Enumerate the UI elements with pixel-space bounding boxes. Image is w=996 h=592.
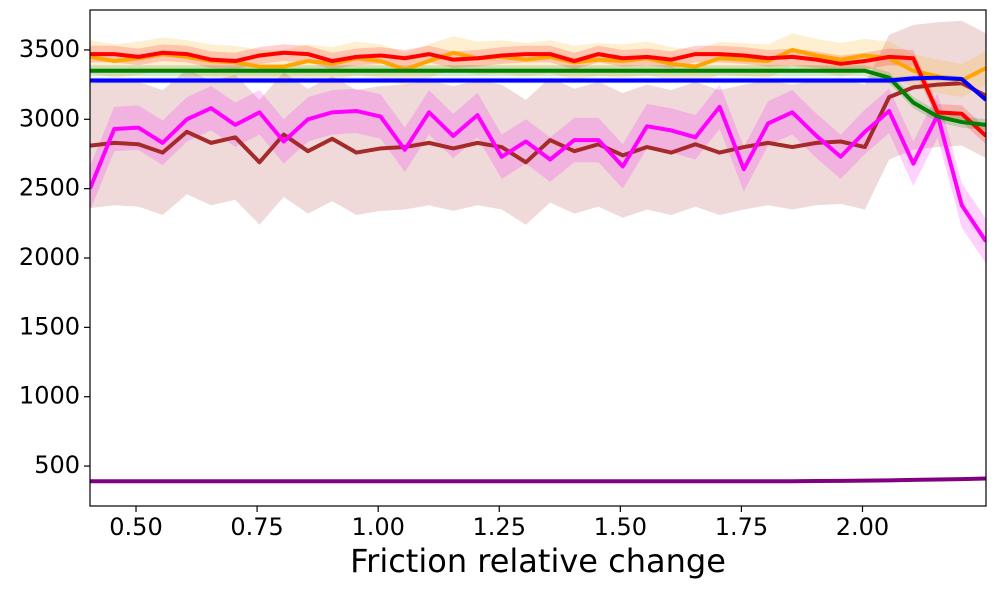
x-tick-label: 1.75 bbox=[715, 513, 768, 541]
y-tick-label: 2500 bbox=[19, 174, 80, 202]
x-tick-label: 1.00 bbox=[351, 513, 404, 541]
y-tick-label: 1000 bbox=[19, 382, 80, 410]
line bbox=[90, 476, 986, 484]
line bbox=[90, 47, 986, 83]
line bbox=[90, 104, 986, 243]
x-tick-label: 2.00 bbox=[836, 513, 889, 541]
x-tick-label: 0.50 bbox=[109, 513, 162, 541]
y-tick-label: 3500 bbox=[19, 35, 80, 63]
y-tick-label: 3000 bbox=[19, 104, 80, 132]
y-tick-label: 500 bbox=[34, 451, 80, 479]
error-band bbox=[90, 84, 986, 264]
y-tick-label: 2000 bbox=[19, 243, 80, 271]
x-tick-label: 0.75 bbox=[230, 513, 283, 541]
line bbox=[90, 75, 986, 102]
line bbox=[90, 68, 986, 127]
x-axis-label: Friction relative change bbox=[350, 542, 726, 580]
error-band bbox=[90, 20, 986, 225]
error-band bbox=[90, 33, 986, 98]
x-tick-label: 1.25 bbox=[473, 513, 526, 541]
line bbox=[90, 50, 986, 138]
plot bbox=[90, 20, 986, 484]
x-tick-label: 1.50 bbox=[594, 513, 647, 541]
y-tick-label: 1500 bbox=[19, 312, 80, 340]
